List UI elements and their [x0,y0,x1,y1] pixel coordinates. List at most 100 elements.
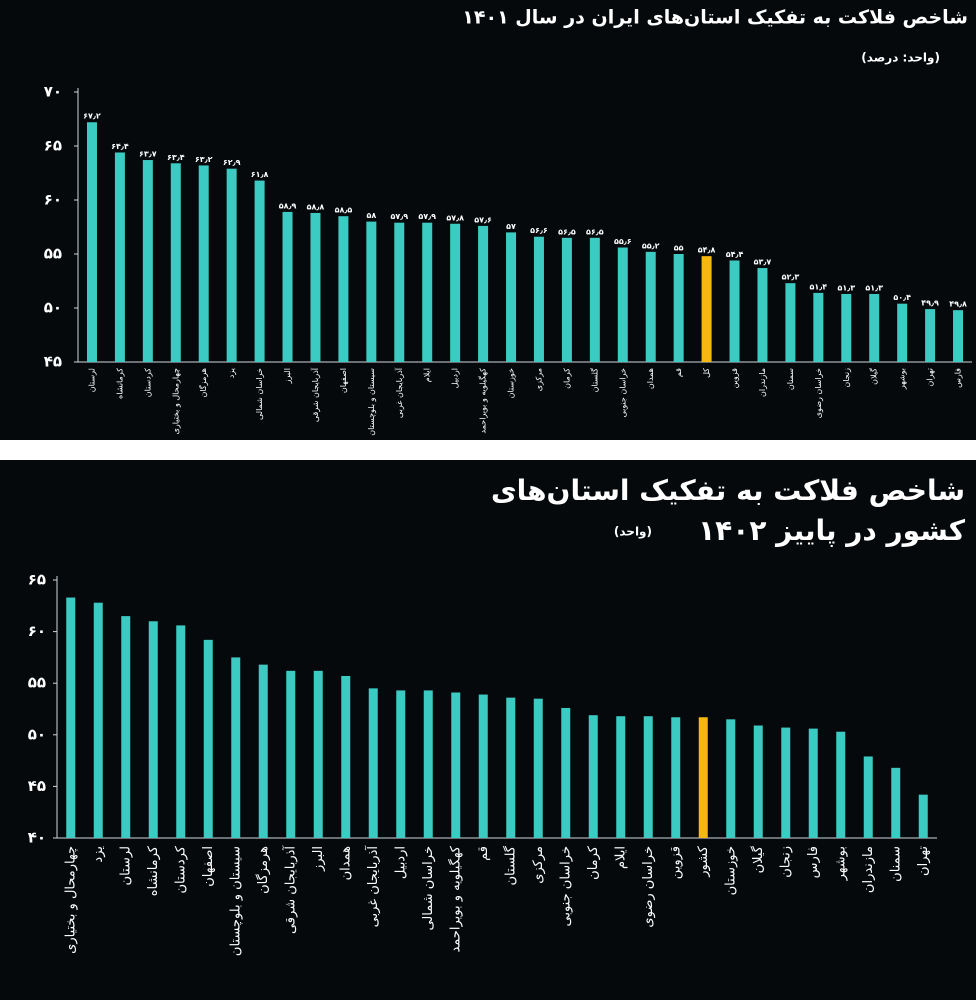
bar [891,767,901,838]
x-tick-label: آذربایجان شرقی [310,367,320,422]
bar [616,716,626,838]
bar [422,222,433,362]
value-label: ۶۲٫۹ [223,158,241,167]
value-label: ۶۴٫۴ [111,142,129,151]
x-tick-label: بوشهر [833,846,848,881]
chart-subtitle: (واحد: درصد) [861,51,940,66]
value-label: ۴۹٫۸ [949,300,967,309]
bar [673,254,684,362]
bar [785,283,796,362]
x-tick-label: اردبیل [451,368,460,388]
bar [953,310,964,362]
x-tick-label: زنجان [778,846,793,878]
bar [282,211,293,362]
bar [66,597,76,838]
y-tick-label: ۴۰ [28,829,46,847]
x-tick-label: چهارمحال و بختیاری [171,368,180,434]
x-tick-label: آذربایجان غربی [364,845,381,928]
bar [701,256,712,362]
x-tick-label: قم [476,846,491,861]
bar [231,657,241,838]
chart-title: شاخص فلاکت به تفکیک استان‌های [491,474,965,507]
x-tick-label: فارس [806,846,821,878]
bar [93,602,103,838]
bar [588,715,598,838]
bar [368,688,378,838]
bar [781,727,791,838]
bar [366,221,377,362]
bar [617,247,628,362]
y-tick-label: ۶۰ [44,191,62,209]
bar [729,260,740,362]
x-tick-label: کردستان [143,368,152,397]
bar [836,731,846,838]
y-tick-label: ۵۰ [44,299,62,317]
value-label: ۵۳٫۷ [754,258,772,267]
y-tick-label: ۶۵ [28,571,46,589]
bar [869,293,880,362]
x-tick-label: خراسان رضوی [641,846,656,928]
x-tick-label: خراسان جنوبی [618,368,627,418]
bar [671,717,681,838]
x-tick-label: کردستان [173,845,188,893]
chart-background [0,0,976,440]
x-tick-label: مازندران [758,368,767,397]
x-tick-label: خراسان رضوی [814,368,823,418]
x-tick-label: تهران [926,368,935,386]
chart-title: کشور در پاییز ۱۴۰۲ [698,514,966,547]
value-label: ۵۵٫۶ [614,237,632,246]
bar [533,236,544,362]
x-tick-label: قزوین [668,846,683,879]
value-label: ۵۴٫۸ [698,246,716,255]
x-tick-label: مازندران [861,846,876,893]
bar [478,225,489,362]
bar [813,292,824,362]
value-label: ۵۸٫۸ [307,202,325,211]
x-tick-label: کرمانشاه [115,368,124,399]
value-label: ۵۸٫۹ [279,201,297,210]
x-tick-label: مرکزی [534,368,543,391]
x-tick-label: کهگیلویه و بویراحمد [478,368,488,434]
value-label: ۴۹٫۹ [921,299,939,308]
chart-1401: شاخص فلاکت به تفکیک استان‌های ایران در س… [0,0,976,440]
x-tick-label: زنجان [842,368,851,388]
value-label: ۶۷٫۲ [83,112,101,121]
y-tick-label: ۶۰ [28,622,46,640]
bar [841,293,852,362]
x-tick-label: ایلام [423,368,432,382]
bar [198,165,209,362]
bar [254,180,265,362]
value-label: ۵۵٫۲ [642,241,660,250]
bar [925,309,936,362]
x-tick-label: گیلان [869,368,879,385]
bar [396,690,406,838]
x-tick-label: لرستان [118,846,133,885]
bar [226,168,237,362]
x-tick-label: خراسان شمالی [255,368,264,420]
bar [258,664,268,838]
value-label: ۵۸٫۵ [335,206,353,215]
x-tick-label: خوزستان [723,846,738,895]
bar [918,794,928,838]
x-tick-label: کشور [696,845,711,878]
value-label: ۶۳٫۲ [195,155,213,164]
x-tick-label: اصفهان [201,846,216,887]
value-label: ۵۷٫۹ [418,212,436,221]
x-tick-label: یزد [227,368,236,378]
value-label: ۶۳٫۴ [167,153,185,162]
y-tick-label: ۵۰ [28,725,46,743]
bar [121,616,131,838]
x-tick-label: همدان [338,846,353,880]
value-label: ۵۱٫۳ [837,283,855,292]
x-tick-label: مرکزی [531,846,546,884]
x-tick-label: البرز [283,368,292,384]
bar [394,222,405,362]
value-label: ۵۷٫۹ [390,212,408,221]
value-label: ۶۱٫۸ [251,170,269,179]
y-tick-label: ۶۵ [44,137,62,155]
bar [808,728,818,838]
value-label: ۵۵ [674,244,684,253]
x-tick-label: قم [674,368,683,377]
value-label: ۵۶٫۵ [586,227,604,236]
x-tick-label: کرمان [586,845,601,880]
